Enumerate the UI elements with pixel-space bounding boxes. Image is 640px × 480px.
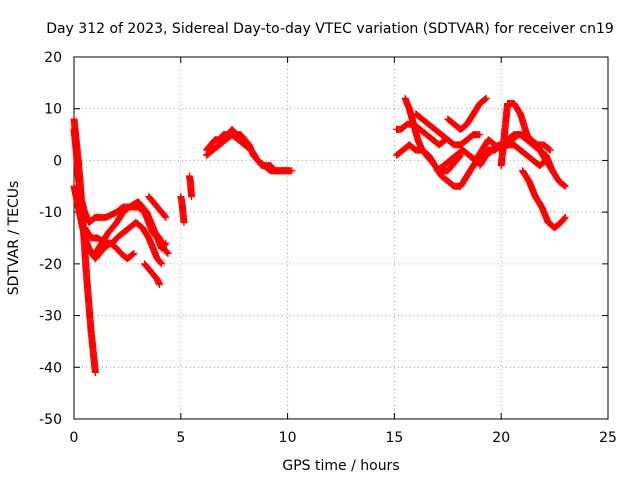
data-point xyxy=(546,145,554,153)
data-point xyxy=(180,218,188,226)
x-tick-label: 20 xyxy=(492,430,510,446)
series-arc-21 xyxy=(519,167,569,232)
data-point xyxy=(128,251,136,259)
series-arc-11 xyxy=(202,131,294,175)
y-axis-label: SDTVAR / TECUs xyxy=(6,181,22,296)
data-point xyxy=(561,214,569,222)
series-arc-9 xyxy=(185,172,195,201)
series-arc-4 xyxy=(81,218,166,268)
data-point xyxy=(91,368,99,376)
data-point xyxy=(482,94,490,102)
data-point xyxy=(161,212,169,220)
y-tick-label: -20 xyxy=(39,257,62,273)
series-arc-15 xyxy=(412,110,484,149)
data-point xyxy=(157,259,165,267)
data-point xyxy=(561,182,569,190)
chart-title: Day 312 of 2023, Sidereal Day-to-day VTE… xyxy=(46,21,614,37)
data-point xyxy=(164,250,172,258)
series-arc-14 xyxy=(393,120,450,149)
data-point xyxy=(160,241,168,249)
data-point xyxy=(545,145,553,153)
data-point xyxy=(160,212,168,220)
x-tick-label: 5 xyxy=(176,430,185,446)
x-tick-label: 0 xyxy=(70,430,79,446)
data-point xyxy=(187,193,195,201)
series-arc-8 xyxy=(177,193,188,226)
y-tick-label: -10 xyxy=(39,205,62,221)
data-point xyxy=(162,213,170,221)
series-arc-20 xyxy=(497,100,569,190)
axis-ticks: 0 5 10 15 20 25 -50 -40 -30 -20 -10 0 10 20 xyxy=(39,50,617,446)
y-tick-label: 10 xyxy=(44,102,62,118)
plot-frame xyxy=(73,56,609,420)
data-point xyxy=(481,96,489,104)
data-point xyxy=(286,167,294,175)
x-tick-label: 15 xyxy=(385,430,403,446)
data-point xyxy=(560,215,568,223)
data-point xyxy=(163,249,171,257)
series-arc-7 xyxy=(145,193,170,221)
data-point xyxy=(162,239,170,247)
data-point xyxy=(481,95,489,103)
x-axis-label: GPS time / hours xyxy=(282,458,399,474)
y-tick-label: -40 xyxy=(39,360,62,376)
data-point xyxy=(155,281,163,289)
data-point xyxy=(158,260,166,268)
data-point xyxy=(560,181,568,189)
y-tick-label: -30 xyxy=(39,309,62,325)
series-arc-6 xyxy=(140,260,163,289)
x-tick-label: 25 xyxy=(599,430,617,446)
series-arc-13 xyxy=(401,94,465,175)
data-point xyxy=(130,250,138,258)
data-point xyxy=(129,250,137,258)
data-points xyxy=(70,94,569,376)
series-arc-16 xyxy=(444,94,490,133)
data-point xyxy=(546,146,554,154)
data-point xyxy=(561,213,569,221)
data-point xyxy=(161,240,169,248)
y-tick-label: -50 xyxy=(39,412,62,428)
y-tick-label: 20 xyxy=(44,50,62,66)
data-point xyxy=(476,131,484,139)
data-point xyxy=(560,182,568,190)
y-tick-label: 0 xyxy=(53,153,62,169)
data-point xyxy=(156,258,164,266)
series-arc-5 xyxy=(85,239,138,263)
x-tick-label: 10 xyxy=(279,430,297,446)
data-point xyxy=(163,248,171,256)
